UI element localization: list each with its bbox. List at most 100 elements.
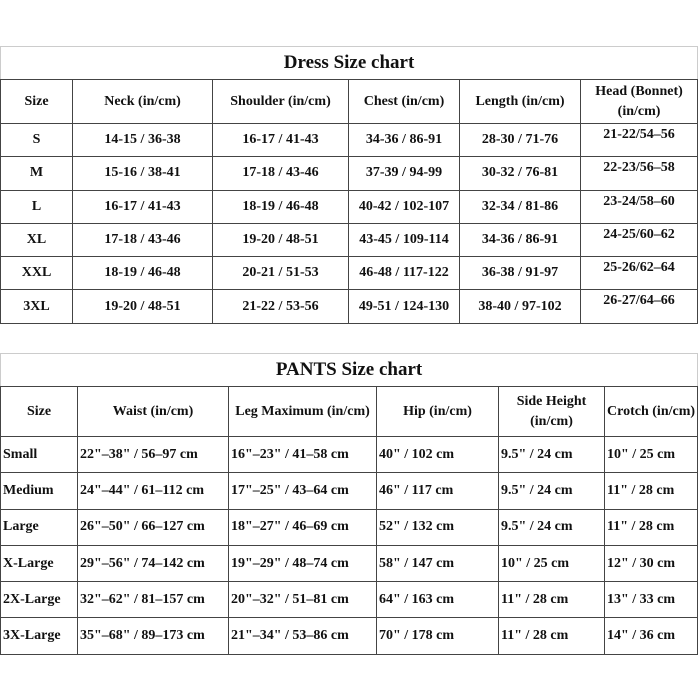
dress-table-cell: 49-51 / 124-130 <box>348 289 460 324</box>
dress-column-header: Chest (in/cm) <box>348 79 460 124</box>
pants-table-cell: 11" / 28 cm <box>498 581 605 619</box>
pants-table-cell: 35"–68" / 89–173 cm <box>77 617 229 655</box>
dress-table-row: XL 17-18 / 43-46 19-20 / 48-51 43-45 / 109-… <box>0 222 699 258</box>
pants-table-cell: 64" / 163 cm <box>376 581 499 619</box>
dress-table-cell: 46-48 / 117-122 <box>348 256 460 291</box>
pants-table-row: X-Large 29"–56" / 74–142 cm 19"–29" / 48–7… <box>0 544 699 583</box>
dress-column-header: Length (in/cm) <box>459 79 581 124</box>
pants-header-row: Size Waist (in/cm) Leg Maximum (in/cm) Hip … <box>0 386 699 437</box>
dress-table-cell: 17-18 / 43-46 <box>212 156 349 191</box>
pants-table-cell: 26"–50" / 66–127 cm <box>77 508 229 546</box>
dress-table-cell: 26-27/64–66 <box>579 289 699 324</box>
pants-table-row: Large 26"–50" / 66–127 cm 18"–27" / 46–69 … <box>0 508 699 546</box>
pants-table-cell: 40" / 102 cm <box>376 435 499 474</box>
pants-table-cell: 29"–56" / 74–142 cm <box>77 544 229 583</box>
dress-table-cell: 34-36 / 86-91 <box>459 222 581 258</box>
dress-table-cell: 34-36 / 86-91 <box>348 122 460 158</box>
dress-table-cell: 30-32 / 76-81 <box>459 156 581 191</box>
pants-column-header: Side Height (in/cm) <box>498 386 605 437</box>
dress-table-cell: 22-23/56–58 <box>579 156 699 191</box>
dress-table-cell: 21-22/54–56 <box>579 122 699 158</box>
pants-table-cell: 12" / 30 cm <box>603 544 699 583</box>
pants-table-title: PANTS Size chart <box>0 353 699 387</box>
dress-table-row: M 15-16 / 38-41 17-18 / 43-46 37-39 / 94-99… <box>0 156 699 191</box>
dress-table-cell: 43-45 / 109-114 <box>348 222 460 258</box>
pants-table-cell: 18"–27" / 46–69 cm <box>228 508 377 546</box>
pants-table-cell: 70" / 178 cm <box>376 617 499 655</box>
dress-table-cell: 25-26/62–64 <box>579 256 699 291</box>
pants-column-header: Size <box>0 386 78 437</box>
pants-column-header: Hip (in/cm) <box>376 386 499 437</box>
pants-table-cell: 22"–38" / 56–97 cm <box>77 435 229 474</box>
pants-table-cell: 3X-Large <box>0 617 78 655</box>
dress-table-cell: 23-24/58–60 <box>579 189 699 224</box>
pants-table-cell: 9.5" / 24 cm <box>498 472 605 510</box>
pants-table-cell: 32"–62" / 81–157 cm <box>77 581 229 619</box>
pants-table-cell: 11" / 28 cm <box>603 472 699 510</box>
pants-table-cell: Medium <box>0 472 78 510</box>
dress-table-cell: XL <box>0 222 73 258</box>
dress-column-header: Head (Bonnet) (in/cm) <box>579 79 699 124</box>
dress-table-cell: 40-42 / 102-107 <box>348 189 460 224</box>
pants-size-table: PANTS Size chart Size Waist (in/cm) Leg Ma… <box>0 353 699 655</box>
pants-table-cell: Small <box>0 435 78 474</box>
dress-table-cell: 20-21 / 51-53 <box>212 256 349 291</box>
pants-table-cell: 19"–29" / 48–74 cm <box>228 544 377 583</box>
dress-table-cell: 19-20 / 48-51 <box>212 222 349 258</box>
dress-size-table: Dress Size chart Size Neck (in/cm) Shoulde… <box>0 46 699 324</box>
pants-table-cell: 21"–34" / 53–86 cm <box>228 617 377 655</box>
pants-table-cell: 11" / 28 cm <box>603 508 699 546</box>
pants-table-cell: 24"–44" / 61–112 cm <box>77 472 229 510</box>
pants-table-cell: 17"–25" / 43–64 cm <box>228 472 377 510</box>
dress-table-cell: 17-18 / 43-46 <box>72 222 213 258</box>
dress-column-header: Shoulder (in/cm) <box>212 79 349 124</box>
dress-table-body: S 14-15 / 36-38 16-17 / 41-43 34-36 / 86-91… <box>0 122 699 324</box>
dress-column-header: Size <box>0 79 73 124</box>
pants-column-header: Leg Maximum (in/cm) <box>228 386 377 437</box>
pants-table-cell: 11" / 28 cm <box>498 617 605 655</box>
pants-table-cell: Large <box>0 508 78 546</box>
pants-table-cell: 14" / 36 cm <box>603 617 699 655</box>
dress-table-cell: L <box>0 189 73 224</box>
dress-table-cell: 16-17 / 41-43 <box>212 122 349 158</box>
pants-table-cell: 52" / 132 cm <box>376 508 499 546</box>
dress-table-cell: 36-38 / 91-97 <box>459 256 581 291</box>
dress-table-cell: 15-16 / 38-41 <box>72 156 213 191</box>
pants-table-cell: 10" / 25 cm <box>603 435 699 474</box>
pants-table-cell: 46" / 117 cm <box>376 472 499 510</box>
dress-table-row: 3XL 19-20 / 48-51 21-22 / 53-56 49-51 / 124… <box>0 289 699 324</box>
pants-table-row: Medium 24"–44" / 61–112 cm 17"–25" / 43–64… <box>0 472 699 510</box>
dress-header-row: Size Neck (in/cm) Shoulder (in/cm) Chest (i… <box>0 79 699 124</box>
dress-table-cell: 21-22 / 53-56 <box>212 289 349 324</box>
dress-table-cell: 24-25/60–62 <box>579 222 699 258</box>
pants-table-row: 2X-Large 32"–62" / 81–157 cm 20"–32" / 51–… <box>0 581 699 619</box>
dress-table-row: S 14-15 / 36-38 16-17 / 41-43 34-36 / 86-91… <box>0 122 699 158</box>
pants-table-cell: 20"–32" / 51–81 cm <box>228 581 377 619</box>
pants-table-cell: 16"–23" / 41–58 cm <box>228 435 377 474</box>
dress-table-cell: XXL <box>0 256 73 291</box>
pants-table-cell: X-Large <box>0 544 78 583</box>
dress-table-row: XXL 18-19 / 46-48 20-21 / 51-53 46-48 / 117… <box>0 256 699 291</box>
dress-table-cell: 19-20 / 48-51 <box>72 289 213 324</box>
pants-table-body: Small 22"–38" / 56–97 cm 16"–23" / 41–58 c… <box>0 435 699 655</box>
pants-column-header: Waist (in/cm) <box>77 386 229 437</box>
pants-table-row: Small 22"–38" / 56–97 cm 16"–23" / 41–58 c… <box>0 435 699 474</box>
dress-table-cell: 14-15 / 36-38 <box>72 122 213 158</box>
dress-table-cell: 16-17 / 41-43 <box>72 189 213 224</box>
pants-table-row: 3X-Large 35"–68" / 89–173 cm 21"–34" / 53–… <box>0 617 699 655</box>
dress-table-cell: 37-39 / 94-99 <box>348 156 460 191</box>
dress-column-header: Neck (in/cm) <box>72 79 213 124</box>
dress-table-title: Dress Size chart <box>0 46 699 80</box>
pants-table-cell: 9.5" / 24 cm <box>498 435 605 474</box>
pants-column-header: Crotch (in/cm) <box>603 386 699 437</box>
dress-table-cell: 32-34 / 81-86 <box>459 189 581 224</box>
dress-table-cell: 28-30 / 71-76 <box>459 122 581 158</box>
dress-table-cell: M <box>0 156 73 191</box>
dress-table-cell: 3XL <box>0 289 73 324</box>
dress-table-row: L 16-17 / 41-43 18-19 / 46-48 40-42 / 102-1… <box>0 189 699 224</box>
pants-table-cell: 9.5" / 24 cm <box>498 508 605 546</box>
pants-table-cell: 13" / 33 cm <box>603 581 699 619</box>
dress-table-cell: 18-19 / 46-48 <box>72 256 213 291</box>
pants-table-cell: 58" / 147 cm <box>376 544 499 583</box>
dress-table-cell: 18-19 / 46-48 <box>212 189 349 224</box>
